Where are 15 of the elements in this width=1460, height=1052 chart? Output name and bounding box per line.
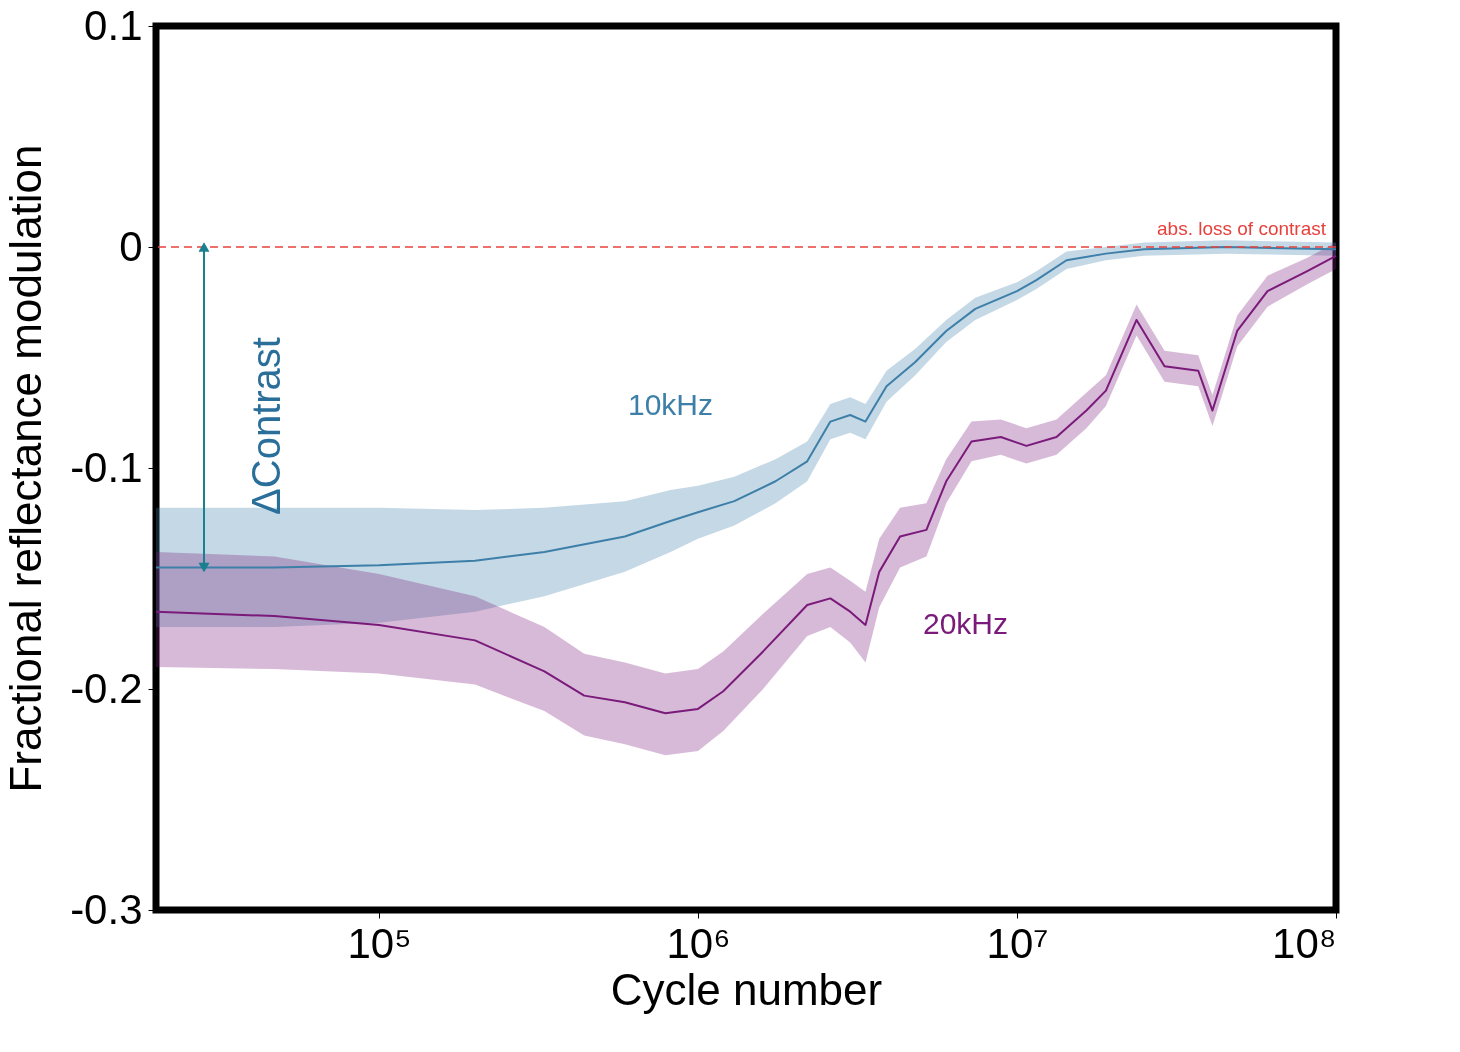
y-tick-label: 0 (119, 222, 143, 270)
y-tick-label: -0.1 (70, 443, 143, 491)
y-tick-label: 0.1 (84, 1, 143, 49)
annotation: ΔContrast (244, 337, 288, 515)
x-tick-label: 10⁸ (1272, 919, 1337, 967)
y-tick-label: -0.2 (70, 664, 143, 712)
y-axis-title: Fractional reflectance modulation (1, 144, 51, 793)
ref-line-label: abs. loss of contrast (1157, 218, 1327, 239)
x-tick-label: 10⁷ (986, 919, 1049, 967)
x-tick-label: 10⁶ (666, 919, 731, 967)
x-tick-label: 10⁵ (347, 919, 412, 967)
series-label: 20kHz (922, 606, 1008, 640)
x-axis-title: Cycle number (610, 964, 883, 1014)
y-tick-label: -0.3 (70, 885, 143, 933)
text: 10kHz (627, 388, 714, 422)
